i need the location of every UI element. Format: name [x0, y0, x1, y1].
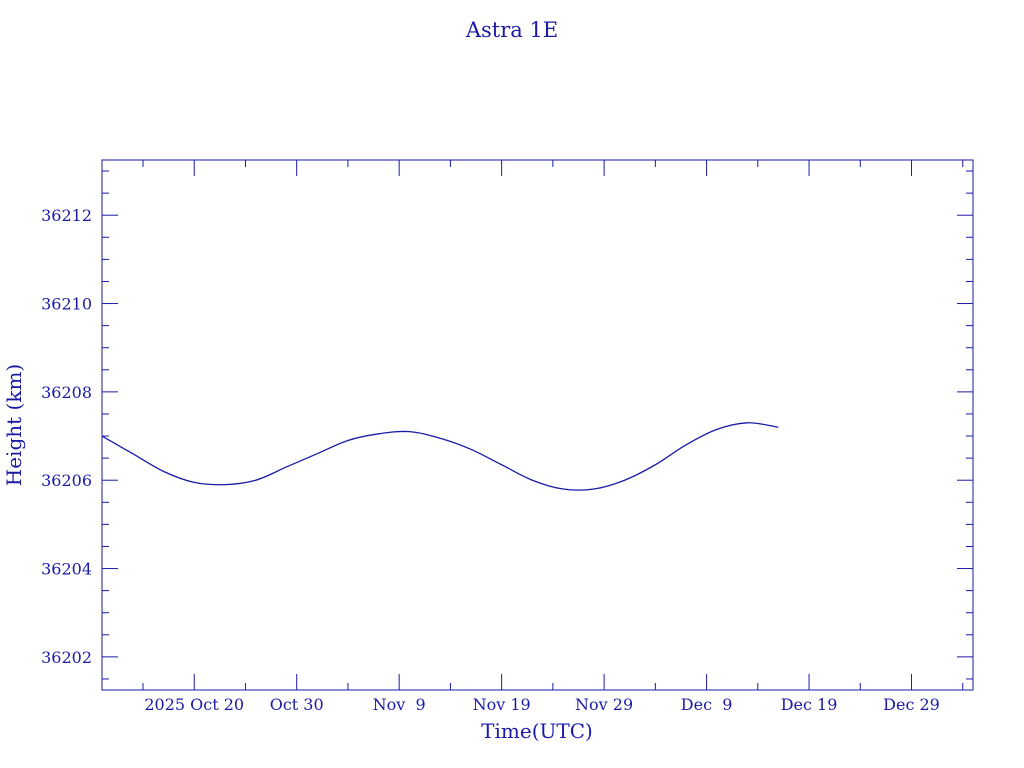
x-axis: 2025 Oct 20 Oct 30 Nov 9 Nov 19 Nov 29 Dec 9 D… [142, 160, 964, 714]
x-tick-label: Oct 30 [270, 695, 324, 714]
plot-frame [101, 159, 974, 691]
y-tick-label: 36202 [41, 648, 92, 667]
x-tick-label: Nov 29 [575, 695, 633, 714]
x-tick-label: 2025 Oct 20 [144, 695, 244, 714]
x-axis-label: Time(UTC) [481, 719, 593, 743]
x-tick-label: Dec 29 [883, 695, 940, 714]
plot-area [101, 159, 974, 691]
x-tick-label: Nov 9 [373, 695, 426, 714]
x-tick-label: Nov 19 [473, 695, 531, 714]
y-tick-label: 36210 [41, 295, 92, 314]
y-tick-label: 36206 [41, 471, 92, 490]
y-axis: 36202 36204 36206 36208 36210 36212 [41, 170, 973, 680]
chart-title: Astra 1E [465, 18, 558, 42]
x-tick-label: Dec 9 [681, 695, 733, 714]
y-tick-label: 36204 [41, 560, 92, 579]
y-tick-label: 36212 [41, 206, 92, 225]
y-axis-label: Height (km) [2, 364, 26, 486]
series-line [101, 422, 779, 491]
y-tick-label: 36208 [41, 383, 92, 402]
x-tick-label: Dec 19 [781, 695, 838, 714]
series-group [101, 422, 779, 491]
